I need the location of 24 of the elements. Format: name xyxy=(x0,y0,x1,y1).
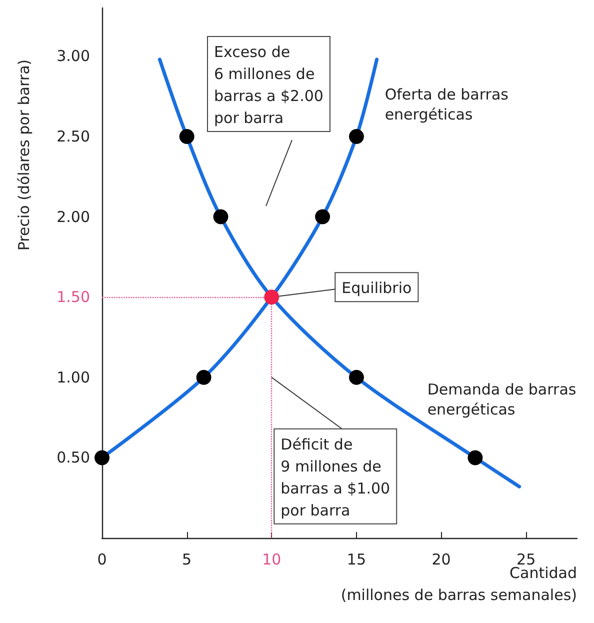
point xyxy=(94,450,110,466)
x-tick-label: 5 xyxy=(182,550,192,568)
y-axis-title: Precio (dólares por barra) xyxy=(15,59,33,251)
point xyxy=(196,370,212,385)
y-tick-label: 0.50 xyxy=(56,448,90,467)
annotation: Déficit de 9 millones de barras a $1.00 por barra xyxy=(280,435,390,520)
annotation: Exceso de 6 millones de barras a $2.00 por barra xyxy=(214,43,324,127)
y-tick-label: 2.00 xyxy=(56,208,90,226)
point xyxy=(213,209,228,224)
x-tick-label: 0 xyxy=(97,550,107,568)
series-label: Oferta de barras energéticas xyxy=(384,85,509,124)
point xyxy=(468,450,483,466)
point xyxy=(264,290,280,305)
y-tick-label: 3.00 xyxy=(56,47,90,66)
point xyxy=(179,128,194,144)
y-tick-label: 2.50 xyxy=(56,127,90,146)
annotation: Equilibrio xyxy=(342,279,412,298)
y-tick-label: 1.00 xyxy=(56,368,90,386)
point xyxy=(315,209,330,224)
point xyxy=(348,370,364,385)
series-label: Demanda de barras energéticas xyxy=(427,380,576,419)
y-tick-label: 1.50 xyxy=(56,288,90,306)
x-tick-label: 10 xyxy=(262,550,282,568)
point xyxy=(348,128,364,144)
